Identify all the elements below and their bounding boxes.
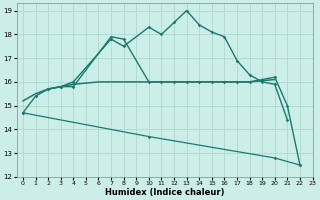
X-axis label: Humidex (Indice chaleur): Humidex (Indice chaleur): [105, 188, 224, 197]
